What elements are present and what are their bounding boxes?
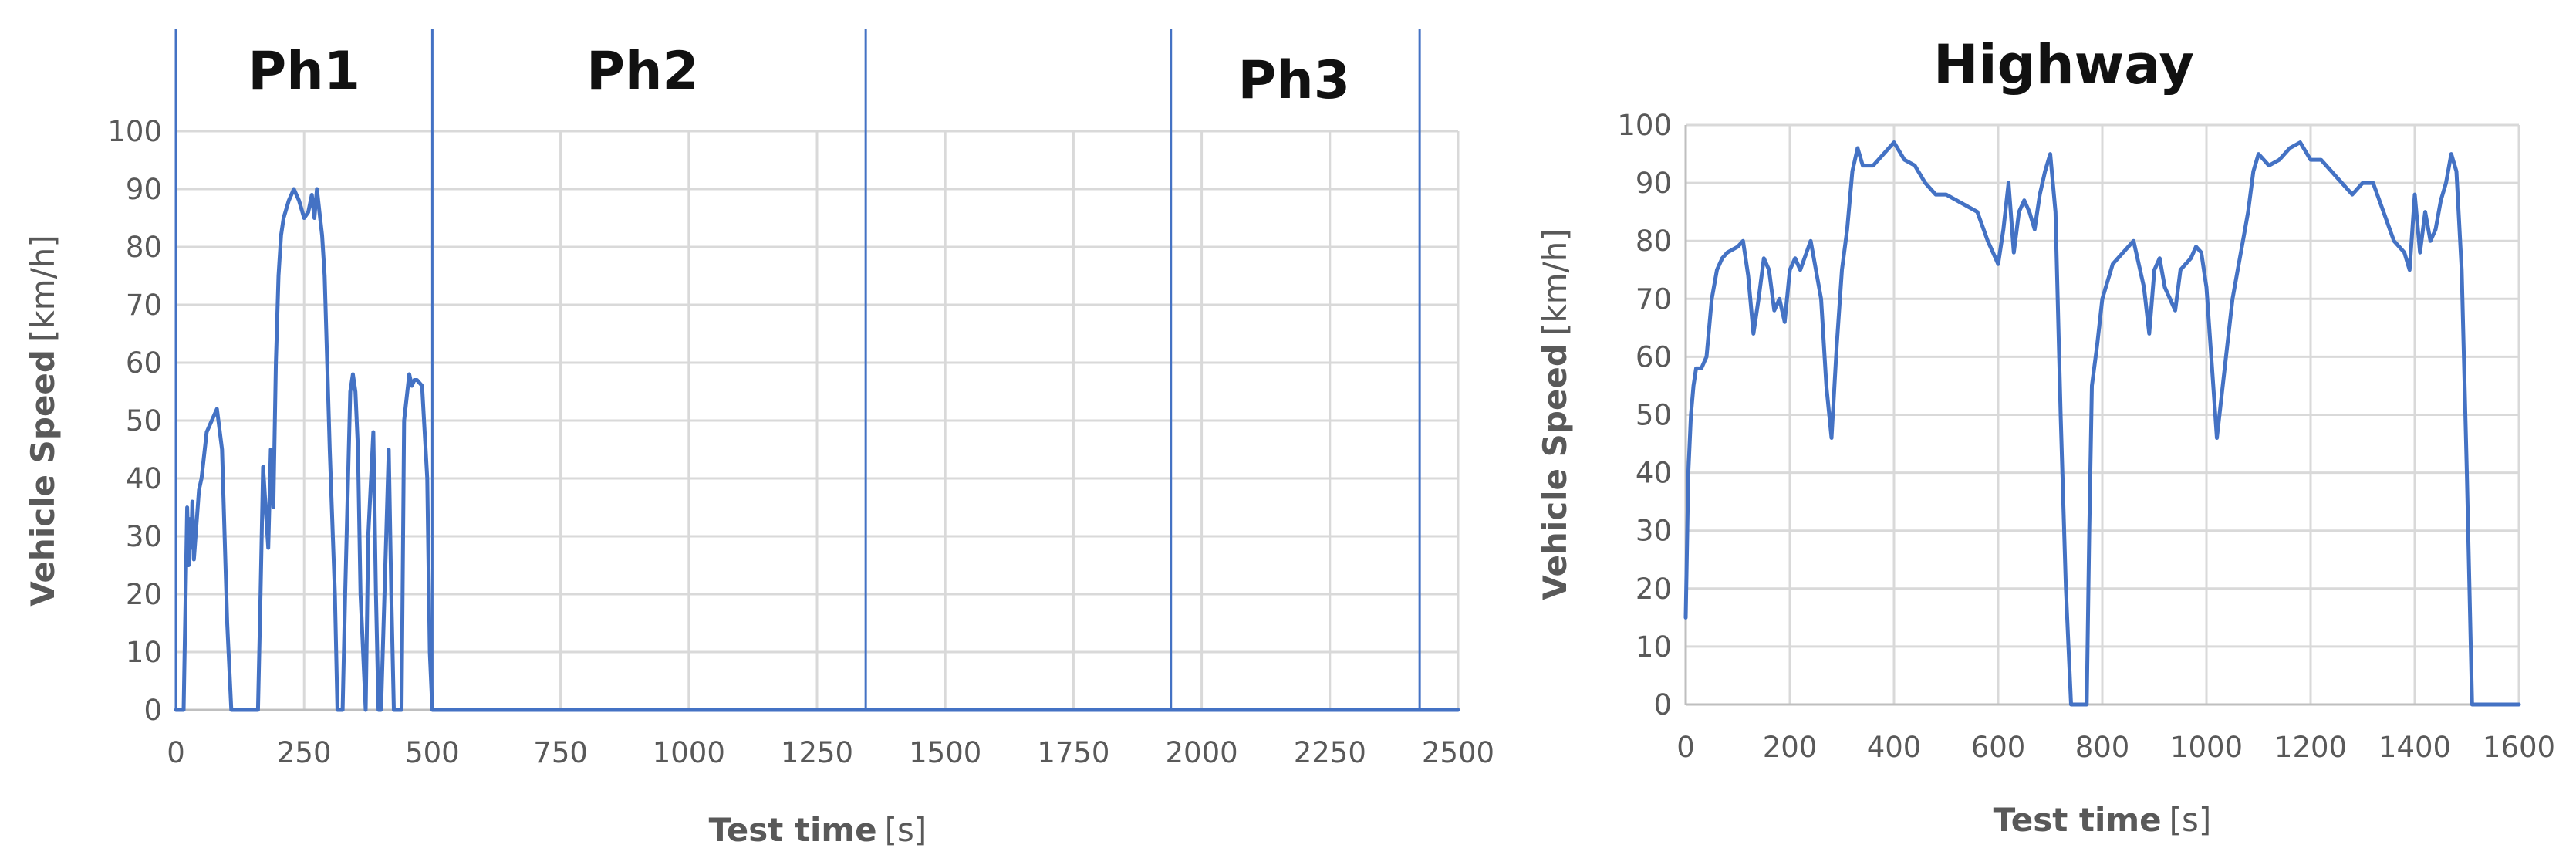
x-tick-label: 1600	[2483, 731, 2555, 764]
x-tick-label: 500	[405, 736, 460, 769]
phase-label: Ph2	[586, 41, 699, 102]
x-tick-label: 1400	[2378, 731, 2451, 764]
y-tick-label: 90	[126, 173, 162, 206]
x-axis-title-text: Test time	[709, 811, 877, 849]
y-tick-label: 30	[1636, 515, 1672, 548]
y-axis-title-unit: [km/h]	[1536, 228, 1574, 336]
x-tick-label: 2250	[1294, 736, 1366, 769]
y-tick-label: 100	[1617, 109, 1672, 142]
y-axis-title: Vehicle Speed [km/h]	[1536, 228, 1574, 600]
x-tick-label: 250	[277, 736, 332, 769]
y-tick-label: 70	[1636, 282, 1672, 316]
y-tick-label: 50	[126, 404, 162, 438]
x-tick-label: 750	[533, 736, 588, 769]
y-tick-label: 50	[1636, 399, 1672, 432]
x-tick-label: 1750	[1037, 736, 1109, 769]
y-axis-title-text: Vehicle Speed	[1536, 343, 1574, 600]
x-tick-label: 0	[167, 736, 185, 769]
y-tick-label: 10	[126, 636, 162, 669]
phase-label: Ph3	[1237, 50, 1350, 111]
y-tick-label: 0	[1653, 688, 1672, 721]
x-tick-label: 600	[1971, 731, 2026, 764]
y-tick-label: 40	[1636, 457, 1672, 490]
y-tick-label: 20	[126, 578, 162, 611]
y-tick-label: 0	[143, 694, 162, 727]
x-axis-title-unit: [s]	[2169, 801, 2212, 839]
phase-label: Ph1	[248, 41, 360, 102]
x-tick-label: 1250	[781, 736, 853, 769]
chart-title: Highway	[1933, 33, 2194, 96]
x-tick-label: 0	[1676, 731, 1695, 764]
x-tick-label: 800	[2075, 731, 2130, 764]
y-tick-label: 70	[126, 289, 162, 322]
y-tick-label: 20	[1636, 573, 1672, 606]
speed-series-line	[174, 187, 1460, 712]
x-tick-label: 2500	[1422, 736, 1494, 769]
y-tick-label: 100	[107, 115, 162, 148]
x-axis-title-unit: [s]	[885, 811, 927, 849]
y-tick-label: 60	[1636, 340, 1672, 373]
y-tick-label: 10	[1636, 630, 1672, 664]
speed-series-line	[1683, 140, 2521, 707]
x-tick-label: 2000	[1166, 736, 1238, 769]
x-tick-label: 400	[1867, 731, 1922, 764]
y-axis-title: Vehicle Speed [km/h]	[24, 235, 62, 607]
y-axis-title-text: Vehicle Speed	[24, 350, 62, 607]
x-tick-label: 1000	[2170, 731, 2243, 764]
y-axis-title-unit: [km/h]	[24, 235, 62, 342]
x-axis-title: Test time [s]	[1994, 801, 2212, 839]
y-tick-label: 80	[1636, 225, 1672, 258]
y-tick-label: 90	[1636, 167, 1672, 200]
x-axis-title: Test time [s]	[709, 811, 927, 849]
y-tick-label: 30	[126, 520, 162, 553]
x-tick-label: 1500	[909, 736, 981, 769]
x-tick-label: 1000	[653, 736, 725, 769]
y-tick-label: 40	[126, 462, 162, 495]
x-axis-title-text: Test time	[1994, 801, 2162, 839]
y-tick-label: 60	[126, 346, 162, 380]
x-tick-label: 200	[1763, 731, 1818, 764]
x-tick-label: 1200	[2274, 731, 2347, 764]
y-tick-label: 80	[126, 231, 162, 264]
